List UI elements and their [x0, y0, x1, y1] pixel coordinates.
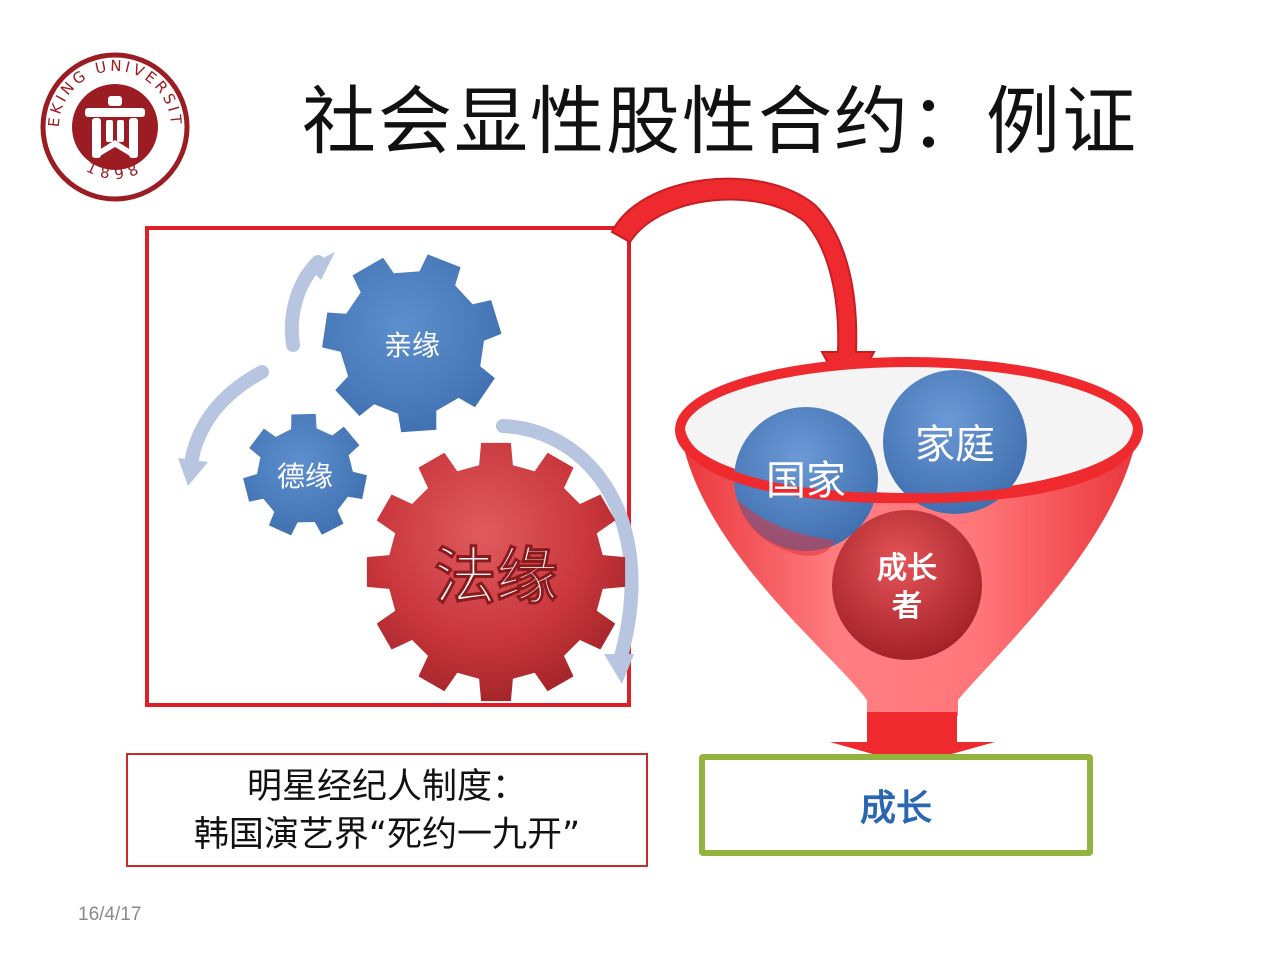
slide-date: 16/4/17: [78, 904, 142, 925]
bubble-center-label-line2: 者: [892, 589, 922, 624]
gear-small-label: 德缘: [277, 460, 333, 493]
funnel-output-arrow-icon: [830, 742, 995, 765]
gear-small: [243, 413, 367, 536]
gear-medium-label: 亲缘: [384, 329, 440, 362]
caption-line-1: 明星经纪人制度：: [246, 767, 527, 807]
bubble-left-label: 国家: [766, 458, 846, 504]
bubble-left: [734, 407, 878, 551]
arrow-head-icon: [307, 252, 335, 280]
arrow-head-icon: [178, 458, 208, 486]
caption-line-2: 韩国演艺界“死约一九开”: [193, 815, 581, 855]
peking-university-logo: PEKING UNIVERSITY 1898: [40, 52, 190, 202]
cycle-arrow-heads: [178, 252, 634, 684]
funnel-front-rim: [675, 428, 1143, 504]
output-box: 成长: [699, 754, 1093, 856]
logo-emblem-icon: [85, 96, 145, 158]
gear-large-label: 法缘: [434, 540, 558, 613]
output-label: 成长: [859, 788, 932, 829]
bubble-right: [883, 370, 1027, 514]
gear-large: [366, 442, 626, 702]
page-title: 社会显性股性合约：例证: [302, 79, 1138, 165]
bubble-right-label: 家庭: [915, 422, 995, 468]
gear-frame: [145, 226, 631, 707]
bubble-center-label-line1: 成长: [877, 551, 937, 586]
caption-box: 明星经纪人制度： 韩国演艺界“死约一九开”: [126, 753, 648, 867]
arrow-head-icon: [604, 654, 634, 684]
gear-medium: [322, 254, 502, 433]
bubble-center: [832, 510, 982, 660]
